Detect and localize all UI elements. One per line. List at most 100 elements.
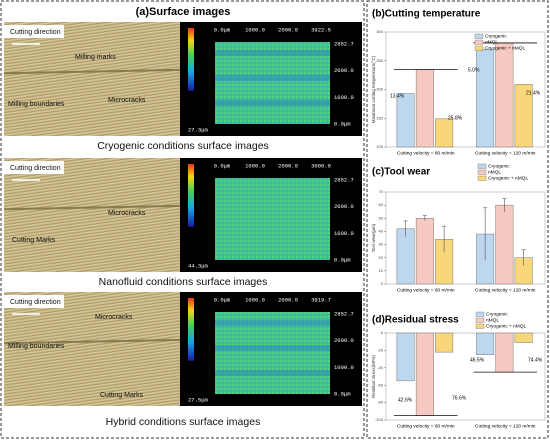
- height-map: [215, 178, 330, 260]
- legend-label: nMQL: [486, 318, 499, 324]
- legend-swatch: [475, 317, 485, 323]
- bar: [476, 49, 495, 148]
- y-axis-label: Maximum cutting temperature(°C): [371, 55, 376, 123]
- band: [215, 345, 330, 351]
- legend-label: nMQL: [485, 40, 498, 46]
- y-tick-label: 250: [376, 58, 383, 63]
- legend-label: Cryogenic + nMQL: [485, 46, 525, 52]
- map-y-label: 2852.7: [334, 176, 354, 183]
- map-x-label: 1000.0: [245, 296, 265, 303]
- legend-swatch: [474, 33, 484, 39]
- caption: Cryogenic conditions surface images: [97, 140, 269, 152]
- surface-photo: [4, 158, 180, 272]
- annotation: 42.6%: [398, 397, 413, 403]
- y-axis-label: Residual stress(MPa): [371, 354, 376, 398]
- bar: [415, 332, 434, 416]
- bar: [415, 69, 434, 148]
- photo-label: Microcracks: [108, 97, 146, 104]
- photo-label: Cutting Marks: [12, 237, 56, 244]
- panel-title: (a)Surface images: [136, 6, 231, 18]
- legend-label: Cryogenic: [486, 312, 508, 318]
- x-tick-label: Cutting velocity = 80 m/min: [397, 287, 455, 293]
- legend-swatch: [477, 175, 487, 181]
- photo-label: Microcracks: [108, 210, 146, 217]
- map-x-label: 2000.0: [278, 296, 298, 303]
- annotation: 21.4%: [526, 90, 541, 96]
- label-box: [4, 161, 64, 174]
- map-x-label: 3919.7: [311, 296, 331, 303]
- y-tick-label: 50: [379, 215, 384, 220]
- y-tick-label: 150: [376, 115, 383, 120]
- map-depth: 44.3μm: [188, 262, 209, 269]
- photo-label: Cutting direction: [10, 299, 61, 306]
- plot-frame: [385, 191, 546, 285]
- photo-label: Milling boundaries: [8, 101, 65, 108]
- caption: Nanofluid conditions surface images: [99, 276, 268, 288]
- x-tick-label: Cutting velocity = 80 m/min: [397, 150, 455, 156]
- map-y-label: 2852.7: [334, 40, 354, 47]
- y-tick-label: 0: [381, 330, 384, 335]
- bar: [435, 332, 454, 353]
- y-tick-label: 300: [376, 29, 383, 34]
- map-y-label: 1000.0: [334, 364, 354, 371]
- y-tick-label: -80: [377, 400, 384, 405]
- map-y-label: 2852.7: [334, 310, 354, 317]
- chart-title: (b)Cutting temperature: [372, 9, 481, 20]
- map-x-label: 1000.0: [245, 26, 265, 33]
- surface-photo: [4, 22, 180, 136]
- map-x-label: 0.0μm: [214, 296, 231, 303]
- map-x-label: 2000.0: [278, 26, 298, 33]
- caption: Hybrid conditions surface images: [106, 416, 261, 428]
- y-tick-label: -60: [377, 382, 384, 387]
- label-box: [4, 25, 64, 38]
- band: [215, 320, 330, 326]
- legend-swatch: [477, 169, 487, 175]
- map-y-label: 2000.0: [334, 337, 354, 344]
- map-y-label: 0.0μm: [334, 390, 351, 397]
- colorbar: [188, 298, 194, 361]
- photo-label: Microcracks: [95, 314, 133, 321]
- annotation: 74.4%: [528, 357, 543, 363]
- y-tick-label: 30: [379, 242, 384, 247]
- map-y-label: 0.0μm: [334, 256, 351, 263]
- map-y-label: 0.0μm: [334, 120, 351, 127]
- colorbar: [188, 28, 194, 91]
- map-x-label: 1000.0: [245, 162, 265, 169]
- map-y-label: 1000.0: [334, 230, 354, 237]
- legend-label: Cryogenic: [485, 34, 507, 40]
- map-x-label: 0.0μm: [214, 162, 231, 169]
- chart-title: (c)Tool wear: [372, 167, 430, 178]
- y-tick-label: 70: [379, 189, 384, 194]
- band: [215, 50, 330, 56]
- map-x-label: 3922.5: [311, 26, 331, 33]
- legend-label: Cryogenic + nMQL: [486, 324, 526, 330]
- surface-photo: [4, 292, 180, 406]
- annotation: 13.4%: [390, 93, 405, 99]
- bar: [396, 332, 415, 382]
- photo-label: Milling boundaries: [8, 343, 65, 350]
- y-tick-label: 200: [376, 87, 383, 92]
- x-tick-label: Cutting velocity = 120 m/min: [475, 287, 536, 293]
- chart-title: (d)Residual stress: [372, 315, 459, 326]
- band: [215, 370, 330, 376]
- map-depth: 27.5μm: [188, 396, 209, 403]
- y-tick-label: -40: [377, 365, 384, 370]
- legend-swatch: [474, 39, 484, 45]
- legend-swatch: [475, 323, 485, 329]
- bar: [476, 332, 495, 355]
- plot-frame: [385, 332, 546, 421]
- y-tick-label: 40: [379, 228, 384, 233]
- boundary: [3, 338, 181, 345]
- bar: [514, 332, 533, 343]
- y-tick-label: 0: [381, 281, 384, 286]
- panel-border: [0, 0, 365, 439]
- bar: [495, 332, 514, 373]
- map-y-label: 2000.0: [334, 67, 354, 74]
- photo-label: Cutting direction: [10, 165, 61, 172]
- legend-swatch: [477, 163, 487, 169]
- x-tick-label: Cutting velocity = 120 m/min: [475, 423, 536, 429]
- y-tick-label: 10: [379, 268, 384, 273]
- colorbar: [188, 164, 194, 227]
- y-tick-label: 20: [379, 255, 384, 260]
- map-x-label: 2000.0: [278, 162, 298, 169]
